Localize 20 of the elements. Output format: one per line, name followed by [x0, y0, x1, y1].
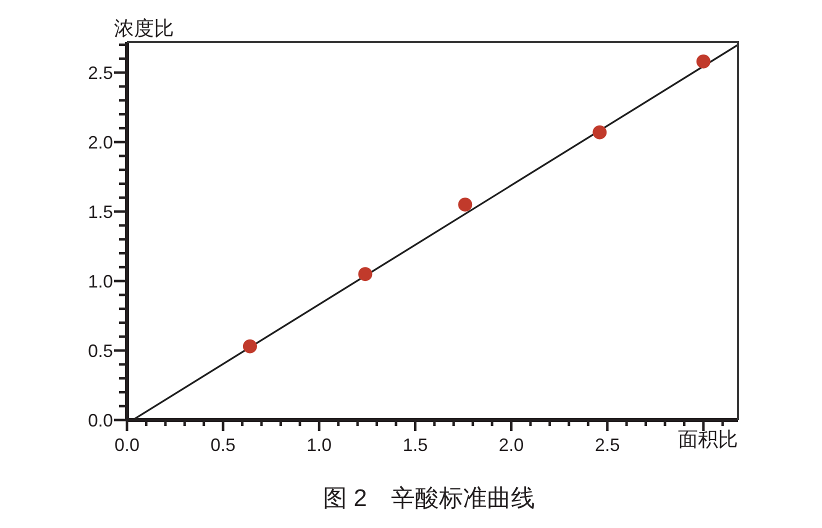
x-tick-label: 0.5 [210, 435, 236, 455]
x-tick-label: 2.0 [498, 435, 524, 455]
y-tick-label: 0.0 [88, 410, 113, 430]
y-tick-label: 0.5 [88, 341, 113, 362]
y-tick-label: 2.0 [88, 132, 113, 153]
x-tick-label: 0.0 [114, 435, 140, 455]
point [242, 339, 257, 354]
x-tick-label: 2.5 [594, 435, 620, 455]
point [358, 267, 372, 282]
point [592, 125, 607, 140]
point [696, 54, 710, 68]
point [458, 198, 472, 212]
text: 图 2 辛酸标准曲线 [322, 484, 536, 514]
x-tick-label: 1.0 [306, 435, 332, 455]
y-tick-label: 2.5 [88, 63, 113, 84]
x-tick-label: 1.5 [402, 435, 428, 455]
y-tick-label: 1.0 [88, 272, 113, 292]
y-axis-title: 浓度比 [114, 18, 174, 40]
y-tick-label: 1.5 [88, 202, 113, 222]
x-axis-title: 面积比 [678, 429, 738, 451]
